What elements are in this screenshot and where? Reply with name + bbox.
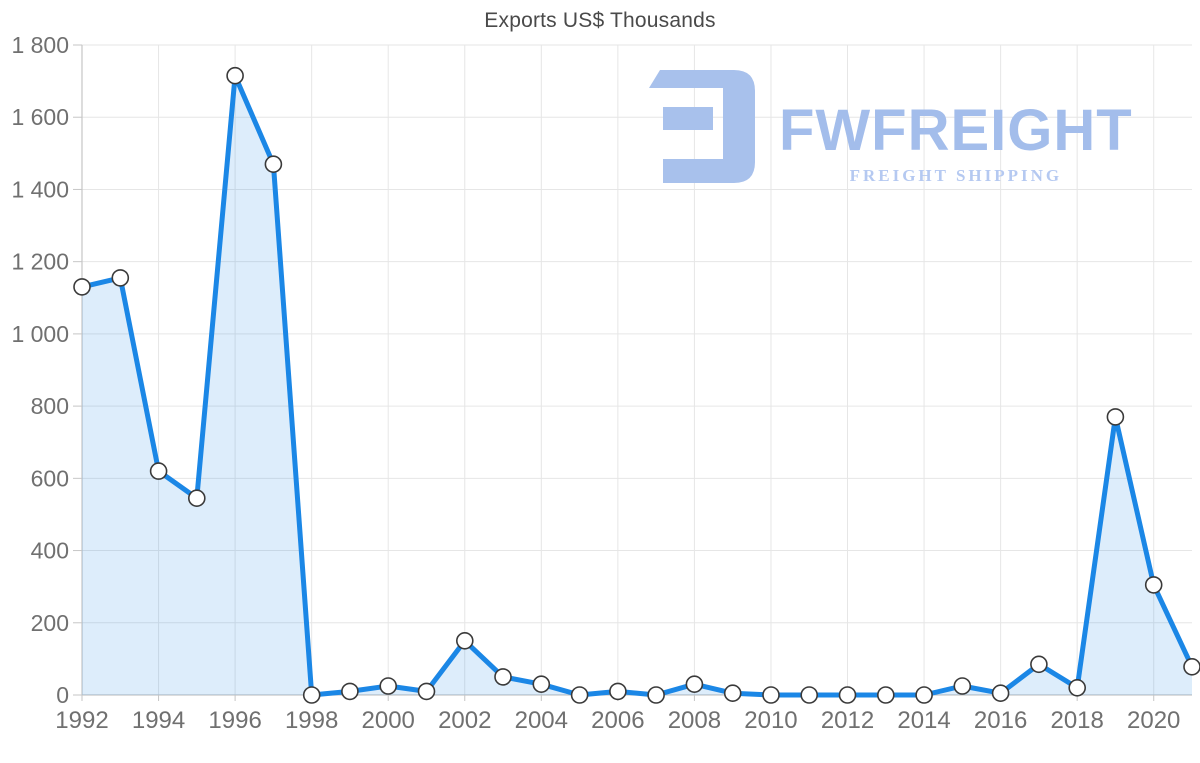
data-point-2017[interactable] — [1030, 655, 1048, 674]
y-axis-label: 1 000 — [11, 321, 69, 347]
data-point-2016[interactable] — [991, 684, 1010, 703]
data-point-2004[interactable] — [532, 675, 551, 694]
x-axis-label: 2016 — [974, 707, 1027, 734]
data-point-2008[interactable] — [685, 675, 704, 694]
y-axis-label: 1 800 — [11, 32, 69, 58]
data-point-2020[interactable] — [1144, 576, 1163, 594]
x-axis-label: 2006 — [591, 707, 644, 734]
x-axis-label: 2000 — [362, 707, 415, 734]
data-point-2015[interactable] — [953, 677, 972, 695]
x-axis-label: 2018 — [1050, 707, 1103, 734]
data-point-2002[interactable] — [455, 631, 474, 650]
x-axis-label: 2020 — [1127, 707, 1180, 734]
data-point-1993[interactable] — [111, 269, 130, 287]
x-axis-label: 1994 — [132, 707, 185, 734]
y-axis-label: 1 200 — [11, 249, 69, 275]
data-point-1995[interactable] — [188, 489, 206, 508]
data-point-2003[interactable] — [494, 668, 512, 686]
data-point-2007[interactable] — [647, 686, 665, 704]
series-area-fill — [82, 75, 1192, 695]
x-axis-label: 2014 — [897, 707, 950, 734]
x-axis-label: 2002 — [438, 707, 491, 734]
data-point-1999[interactable] — [341, 682, 359, 701]
logo-tagline-text: FREIGHT SHIPPING — [849, 166, 1063, 185]
y-axis-label: 1 600 — [11, 104, 69, 130]
data-point-1992[interactable] — [73, 278, 91, 296]
data-point-2005[interactable] — [570, 686, 589, 704]
x-axis-label: 2004 — [515, 707, 568, 734]
y-axis-label: 400 — [31, 538, 69, 564]
data-point-2012[interactable] — [838, 686, 857, 704]
x-axis-label: 1992 — [55, 707, 108, 734]
data-point-2000[interactable] — [379, 677, 398, 695]
data-point-2018[interactable] — [1068, 678, 1086, 697]
fwfreight-logo-icon — [649, 70, 755, 183]
data-point-2014[interactable] — [915, 686, 933, 704]
data-point-2001[interactable] — [417, 682, 436, 701]
chart-title: Exports US$ Thousands — [484, 9, 716, 32]
data-point-2013[interactable] — [876, 686, 895, 704]
x-axis-label: 1998 — [285, 707, 338, 734]
data-point-2006[interactable] — [609, 682, 627, 701]
y-axis-label: 1 400 — [11, 176, 69, 202]
x-axis-label: 2008 — [668, 707, 721, 734]
fwfreight-watermark: FWFREIGHT FREIGHT SHIPPING — [648, 70, 1133, 186]
data-point-1994[interactable] — [149, 462, 168, 480]
y-axis-label: 600 — [31, 465, 69, 491]
data-point-1997[interactable] — [264, 155, 283, 173]
x-axis-label: 2012 — [821, 707, 874, 734]
logo-brand-text: FWFREIGHT — [779, 98, 1133, 163]
data-point-2021[interactable] — [1183, 658, 1200, 676]
y-axis-label: 800 — [31, 393, 69, 419]
x-axis-label: 1996 — [208, 707, 261, 734]
data-point-2010[interactable] — [762, 686, 780, 704]
logo-text-block: FWFREIGHT FREIGHT SHIPPING — [779, 102, 1133, 186]
data-point-1996[interactable] — [226, 66, 244, 85]
data-point-2019[interactable] — [1106, 408, 1125, 426]
y-axis-label: 200 — [31, 610, 69, 636]
x-axis-label: 2010 — [744, 707, 797, 734]
data-point-2011[interactable] — [800, 686, 819, 704]
data-point-2009[interactable] — [723, 684, 742, 703]
y-axis-label: 0 — [56, 682, 69, 708]
data-point-1998[interactable] — [302, 686, 321, 704]
